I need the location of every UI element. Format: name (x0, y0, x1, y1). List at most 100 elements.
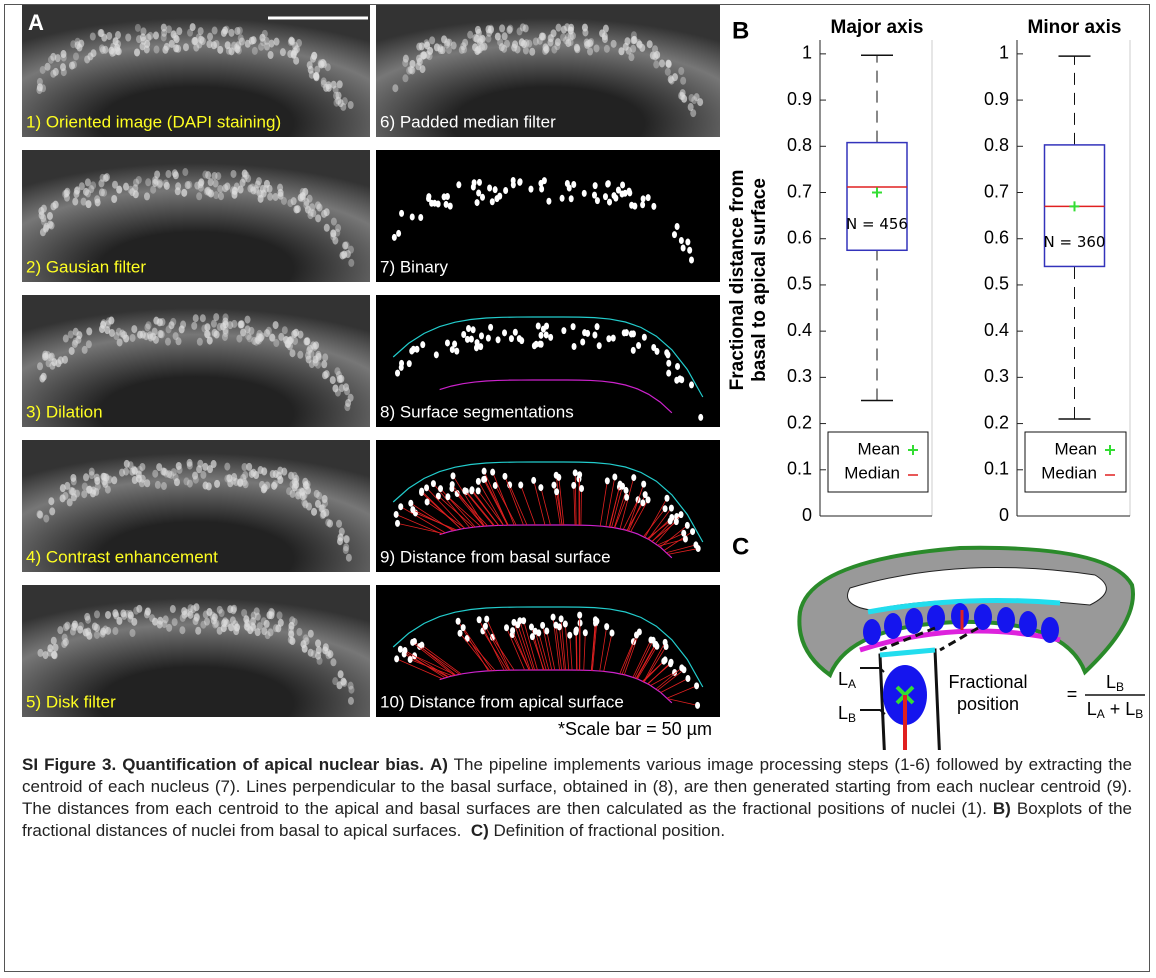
texture (224, 41, 231, 50)
texture (258, 42, 265, 51)
y-tick-label: 0.3 (787, 366, 812, 386)
nucleus-blob (640, 499, 646, 507)
nucleus-blob (556, 473, 562, 481)
distance-line (483, 479, 508, 526)
nucleus-blob (665, 351, 671, 359)
texture (76, 43, 83, 52)
texture (86, 327, 93, 336)
texture (222, 184, 229, 193)
texture (160, 482, 167, 491)
nucleus-blob (426, 195, 432, 203)
texture (263, 619, 270, 628)
distance-line (456, 493, 488, 527)
nucleus-blob (409, 347, 415, 355)
texture (406, 66, 413, 75)
texture (520, 39, 527, 48)
texture (69, 61, 76, 70)
texture (276, 471, 283, 480)
apical-surface (392, 606, 704, 688)
texture (153, 177, 160, 186)
texture (171, 618, 178, 627)
nucleus-blob (577, 619, 583, 627)
nucleus-blob (529, 633, 535, 641)
texture (136, 604, 143, 613)
texture (287, 635, 294, 644)
texture (170, 317, 177, 326)
texture (279, 48, 286, 57)
texture (99, 629, 106, 638)
texture (567, 38, 574, 47)
texture (310, 650, 317, 659)
texture (77, 625, 84, 634)
nucleus-blob (548, 333, 554, 341)
texture (202, 462, 209, 471)
texture (540, 32, 547, 41)
nucleus-blob (619, 190, 625, 198)
texture (127, 611, 134, 620)
distance-line (506, 627, 525, 671)
texture (163, 181, 170, 190)
texture (392, 84, 399, 93)
distance-line (410, 659, 453, 677)
legend-label: Median (1041, 463, 1097, 482)
nucleus-blob (620, 181, 626, 189)
mean (872, 187, 882, 198)
texture (160, 23, 167, 32)
texture (347, 681, 354, 690)
texture (139, 474, 146, 483)
texture (197, 459, 204, 468)
caption-segment: B) (992, 799, 1011, 818)
nucleus-blob (410, 506, 416, 514)
texture (206, 40, 213, 49)
texture (187, 28, 194, 37)
distance-line (546, 630, 556, 671)
nucleus-blob (674, 222, 680, 230)
texture (129, 333, 136, 342)
texture (307, 65, 314, 74)
texture (83, 473, 90, 482)
texture (433, 43, 440, 52)
nucleus-blob (591, 191, 597, 199)
texture (226, 474, 233, 483)
texture (507, 24, 514, 33)
texture (229, 616, 236, 625)
y-tick-label: 0.2 (984, 412, 1009, 432)
nucleus-blob (596, 342, 602, 350)
texture (88, 467, 95, 476)
nucleus-blob (609, 629, 615, 637)
texture (78, 182, 85, 191)
texture (230, 169, 237, 178)
texture (127, 610, 134, 619)
texture (303, 198, 310, 207)
texture (62, 355, 69, 364)
texture (88, 471, 95, 480)
texture (64, 621, 71, 630)
texture (288, 36, 295, 45)
nucleus-blob (689, 256, 695, 264)
nucleus-blob (667, 517, 673, 525)
nucleus-blob (581, 189, 587, 197)
distance-line (438, 495, 474, 528)
texture (131, 476, 138, 485)
math-sub: B (1135, 707, 1143, 721)
nucleus-blob (546, 197, 552, 205)
nucleus-blob (679, 664, 685, 672)
y-tick-label: 0.3 (984, 366, 1009, 386)
texture (139, 33, 146, 42)
texture (123, 459, 130, 468)
texture (273, 339, 280, 348)
texture (601, 35, 608, 44)
texture (402, 74, 409, 83)
nucleus-blob (454, 490, 460, 498)
texture (424, 50, 431, 59)
distance-line (538, 632, 550, 671)
texture (191, 321, 198, 330)
texture (245, 332, 252, 341)
nucleus-blob (432, 199, 438, 207)
texture (156, 463, 163, 472)
nucleus-blob (510, 181, 516, 189)
texture (420, 51, 427, 60)
texture (233, 627, 240, 636)
nucleus-blob (695, 545, 701, 553)
nucleus-blob (604, 623, 610, 631)
